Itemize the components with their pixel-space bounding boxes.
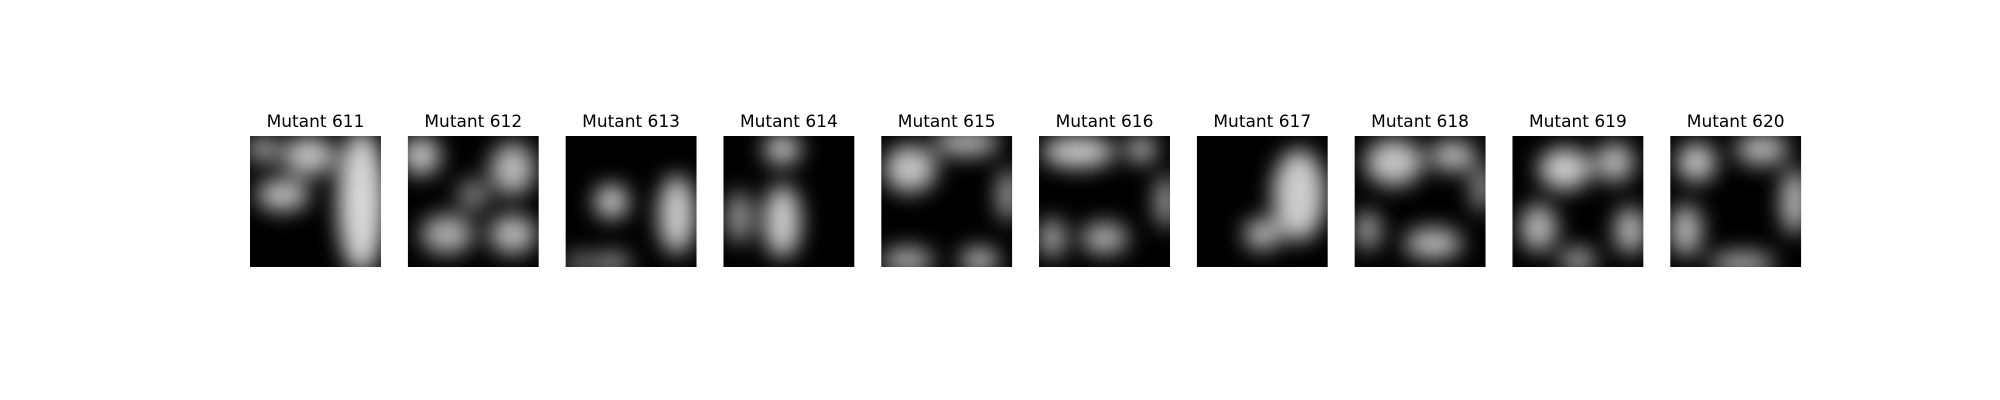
image-panel: Mutant 618 — [1354, 112, 1486, 267]
panel-image — [565, 136, 697, 267]
panel-image — [723, 136, 855, 267]
bright-region — [250, 136, 279, 163]
bright-region — [1404, 227, 1463, 260]
bright-region — [1538, 147, 1592, 190]
bright-region — [489, 214, 537, 254]
bright-region — [764, 184, 801, 258]
bright-region — [457, 179, 490, 211]
image-panel: Mutant 615 — [881, 112, 1013, 267]
bright-region — [1594, 142, 1635, 182]
image-blobs — [1670, 136, 1802, 267]
image-panel: Mutant 619 — [1512, 112, 1644, 267]
bright-region — [997, 168, 1013, 222]
bright-region — [1155, 175, 1170, 228]
image-panel: Mutant 614 — [723, 112, 855, 267]
panel-title: Mutant 617 — [1213, 112, 1311, 132]
bright-region — [1365, 138, 1423, 186]
panel-title: Mutant 616 — [1056, 112, 1154, 132]
bright-region — [407, 136, 441, 176]
panel-title: Mutant 614 — [740, 112, 838, 132]
panel-image — [1039, 136, 1170, 267]
bright-region — [282, 136, 336, 176]
panel-image — [250, 136, 381, 267]
panel-title: Mutant 618 — [1371, 112, 1469, 132]
bright-region — [726, 191, 753, 244]
bright-region — [1354, 210, 1381, 250]
bright-region — [490, 142, 535, 195]
image-blobs — [250, 136, 381, 267]
image-panel: Mutant 620 — [1670, 112, 1802, 267]
bright-region — [1735, 136, 1789, 165]
bright-region — [565, 252, 592, 267]
bright-region — [1429, 139, 1477, 172]
bright-region — [337, 136, 381, 267]
panel-title: Mutant 619 — [1529, 112, 1627, 132]
panel-image — [1354, 136, 1486, 267]
bright-region — [1080, 222, 1129, 254]
bright-region — [594, 184, 629, 219]
bright-region — [1709, 252, 1775, 267]
panel-image — [1512, 136, 1644, 267]
bright-region — [959, 247, 1000, 267]
bright-region — [1676, 142, 1717, 182]
bright-region — [1614, 206, 1644, 254]
panel-title: Mutant 620 — [1687, 112, 1785, 132]
bright-region — [883, 145, 937, 193]
bright-region — [881, 247, 934, 267]
panel-image — [881, 136, 1013, 267]
bright-region — [420, 214, 474, 254]
image-panel: Mutant 613 — [565, 112, 697, 267]
image-panel: Mutant 611 — [250, 112, 381, 267]
bright-region — [1670, 204, 1702, 257]
bright-region — [1041, 136, 1115, 168]
image-blobs — [407, 136, 537, 254]
bright-region — [658, 175, 696, 254]
panel-title: Mutant 611 — [267, 112, 365, 132]
image-panel: Mutant 616 — [1039, 112, 1170, 267]
image-blobs — [881, 136, 1013, 267]
image-blobs — [1039, 136, 1170, 258]
bright-region — [1243, 218, 1281, 250]
panel-image — [1196, 136, 1328, 267]
image-blobs — [1354, 138, 1486, 260]
image-panel: Mutant 612 — [407, 112, 539, 267]
image-blobs — [1243, 149, 1326, 250]
bright-region — [1125, 136, 1157, 163]
bright-region — [1272, 149, 1326, 241]
panel-title: Mutant 615 — [898, 112, 996, 132]
panel-image — [1670, 136, 1802, 267]
bright-region — [933, 136, 1000, 156]
bright-region — [1781, 168, 1802, 235]
image-blobs — [565, 175, 696, 267]
panel-title: Mutant 613 — [582, 112, 680, 132]
bright-region — [591, 252, 632, 267]
bright-region — [256, 179, 309, 211]
bright-region — [1039, 218, 1066, 258]
image-blobs — [726, 136, 801, 258]
image-panel: Mutant 617 — [1196, 112, 1328, 267]
image-blobs — [1520, 142, 1644, 267]
panel-image — [407, 136, 539, 267]
panel-title: Mutant 612 — [424, 112, 522, 132]
bright-region — [1520, 204, 1557, 252]
bright-region — [1559, 247, 1597, 267]
bright-region — [1471, 164, 1486, 212]
bright-region — [764, 136, 801, 165]
